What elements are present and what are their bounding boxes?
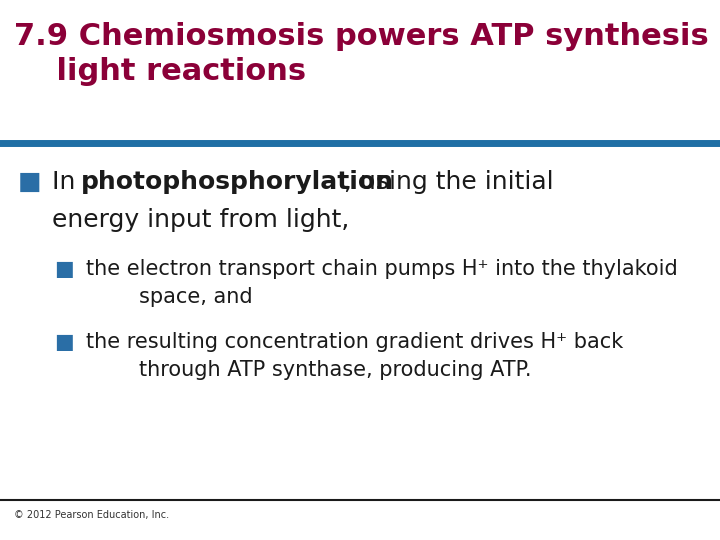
Text: the electron transport chain pumps H⁺ into the thylakoid
        space, and: the electron transport chain pumps H⁺ in… [86,259,678,307]
Text: the resulting concentration gradient drives H⁺ back
        through ATP synthase: the resulting concentration gradient dri… [86,332,624,380]
Text: In: In [52,170,84,194]
Text: ■: ■ [54,332,73,352]
Text: © 2012 Pearson Education, Inc.: © 2012 Pearson Education, Inc. [14,510,169,521]
Text: energy input from light,: energy input from light, [52,208,349,232]
Text: ■: ■ [54,259,73,279]
Text: photophosphorylation: photophosphorylation [81,170,394,194]
Text: ■: ■ [18,170,42,194]
Text: , using the initial: , using the initial [344,170,554,194]
Text: 7.9 Chemiosmosis powers ATP synthesis in the
    light reactions: 7.9 Chemiosmosis powers ATP synthesis in… [14,22,720,86]
